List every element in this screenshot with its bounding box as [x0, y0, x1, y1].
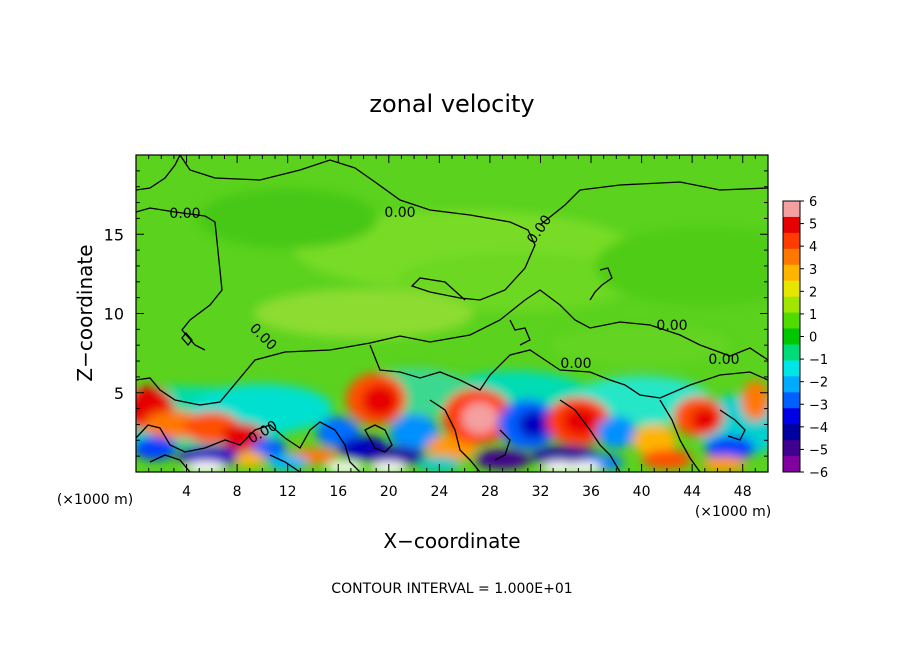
colorbar-swatch: [783, 296, 800, 314]
colorbar-tick-label: −6: [809, 466, 828, 481]
contour-label: 0.00: [560, 356, 591, 372]
field-blob: [596, 416, 637, 449]
colorbar-swatch: [783, 376, 800, 393]
field-blob: [705, 436, 756, 461]
colorbar-swatch: [783, 424, 800, 441]
field-blob: [530, 446, 601, 467]
field-blob: [326, 461, 363, 472]
colorbar-swatch: [783, 456, 800, 473]
field-blob: [136, 436, 177, 461]
colorbar-swatch: [783, 408, 800, 425]
field-blob: [461, 402, 498, 435]
colorbar-swatch: [783, 264, 800, 282]
field-blob: [541, 461, 578, 472]
contour-label: 0.00: [708, 352, 739, 368]
field-blob: [250, 438, 287, 459]
x-tick-label: 20: [380, 484, 398, 500]
colorbar-tick-label: 5: [809, 218, 817, 233]
colorbar-swatch: [783, 328, 800, 345]
colorbar-tick-label: 1: [809, 308, 817, 323]
field-blob: [741, 380, 768, 421]
chart-title: zonal velocity: [369, 90, 534, 118]
colorbar-tick-label: −5: [809, 443, 828, 458]
colorbar-tick-label: 4: [809, 240, 817, 255]
plot-area: 0.00 0.00 0.000.000.000.00 0.000.00: [136, 155, 768, 472]
x-tick-label: 4: [182, 484, 191, 500]
colorbar-swatch: [783, 440, 800, 457]
colorbar-swatch: [783, 344, 800, 361]
colorbar-swatch: [783, 392, 800, 409]
contour-line-middle: [136, 267, 768, 406]
field-blob: [551, 325, 732, 366]
colorbar-swatch: [783, 312, 800, 330]
colorbar: 6 5 4 3 2 1 0 −1 −2 −3 −4 −5 −6: [782, 195, 828, 481]
x-tick-label: 48: [734, 484, 752, 500]
colorbar-tick-label: −3: [809, 398, 828, 413]
colorbar-tick-label: 3: [809, 263, 817, 278]
field-blob: [185, 461, 226, 472]
field-blob: [389, 414, 440, 451]
y-axis-label: Z−coordinate: [73, 244, 97, 381]
x-tick-label: 12: [279, 484, 297, 500]
y-tick-label: 5: [114, 384, 124, 403]
field-blob: [594, 225, 768, 306]
field-blob: [562, 407, 599, 436]
contour-label: 0.00: [169, 206, 200, 222]
colorbar-swatch: [783, 280, 800, 298]
y-axis: 5 10 15: [104, 170, 768, 457]
contour-label: 0.00: [656, 318, 687, 334]
colorbar-tick-label: 6: [809, 195, 817, 210]
contour-lines: [136, 155, 768, 472]
x-tick-label: 28: [481, 484, 499, 500]
x-axis-unit-right: (×1000 m): [695, 504, 771, 520]
y-tick-label: 15: [104, 225, 124, 244]
colorbar-tick-label: 0: [809, 331, 817, 346]
field-blob: [518, 410, 551, 439]
x-tick-label: 40: [633, 484, 651, 500]
x-tick-label: 24: [430, 484, 448, 500]
x-tick-label: 44: [683, 484, 701, 500]
field-blob: [474, 449, 531, 470]
field-blob: [253, 288, 474, 339]
field-blob: [701, 456, 746, 472]
contour-interval-note: CONTOUR INTERVAL = 1.000E+01: [331, 581, 572, 597]
colorbar-tick-label: −2: [809, 376, 828, 391]
x-tick-label: 8: [233, 484, 242, 500]
velocity-field: [136, 188, 768, 472]
x-tick-label: 36: [582, 484, 600, 500]
colorbar-swatch: [783, 232, 800, 250]
x-tick-label: 16: [329, 484, 347, 500]
x-axis: 4 8 12 16 20 24 28 32 36 40 44 48: [148, 155, 756, 500]
field-blob: [568, 461, 601, 472]
contour-line-lower: [136, 399, 746, 472]
colorbar-tick-label: −1: [809, 353, 828, 368]
field-blob: [361, 384, 398, 417]
contour-line-upper: [136, 155, 768, 351]
field-blob: [197, 188, 378, 249]
field-blob: [234, 451, 265, 468]
colorbar-tick-label: 2: [809, 285, 817, 300]
contour-label: 0.00: [384, 205, 415, 221]
y-tick-label: 10: [104, 305, 124, 324]
x-axis-unit-left: (×1000 m): [57, 492, 133, 508]
colorbar-swatch: [783, 360, 800, 377]
field-blob: [632, 424, 677, 457]
colorbar-tick-label: −4: [809, 421, 828, 436]
colorbar-swatch: [783, 216, 800, 234]
x-axis-label: X−coordinate: [383, 529, 520, 553]
colorbar-swatch: [783, 248, 800, 266]
field-blob: [176, 446, 247, 467]
field-blob: [690, 407, 719, 432]
x-tick-label: 32: [532, 484, 550, 500]
colorbar-swatch: [783, 201, 800, 218]
field-blob: [365, 446, 426, 467]
field-blob: [641, 449, 692, 470]
